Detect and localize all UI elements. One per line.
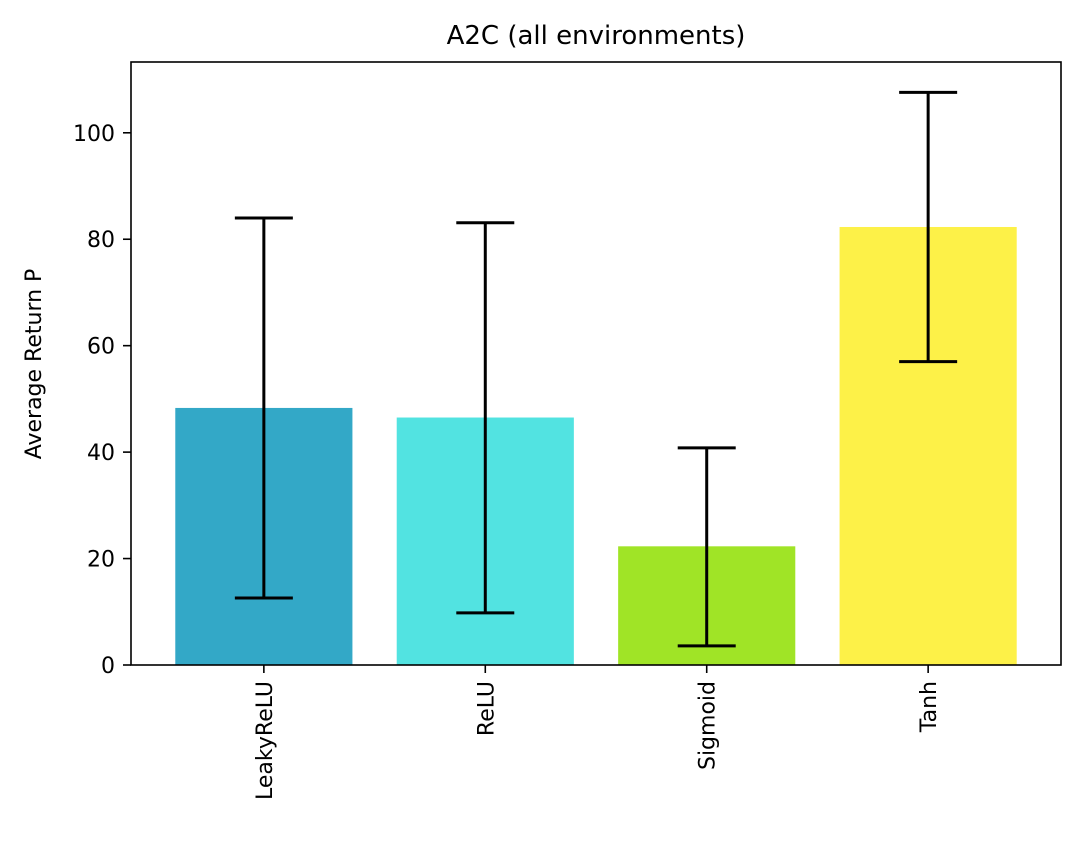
x-tick-label: LeakyReLU [253,681,278,800]
chart-title: A2C (all environments) [447,21,746,51]
plot-frame [130,61,1062,666]
x-tick-label: Sigmoid [696,681,721,770]
x-tick-label: ReLU [474,681,499,736]
x-axis: LeakyReLU ReLU Sigmoid Tanh [253,665,942,800]
y-axis-label: Average Return P [22,269,47,460]
error-bars-group [234,90,958,648]
y-tick-label: 0 [101,654,115,679]
y-axis: 0 20 40 60 80 100 [73,122,131,679]
y-tick-label: 60 [87,335,115,360]
y-tick-label: 100 [73,122,115,147]
y-tick-label: 80 [87,228,115,253]
y-tick-label: 40 [87,441,115,466]
x-tick-label: Tanh [917,681,942,733]
y-tick-label: 20 [87,548,115,573]
